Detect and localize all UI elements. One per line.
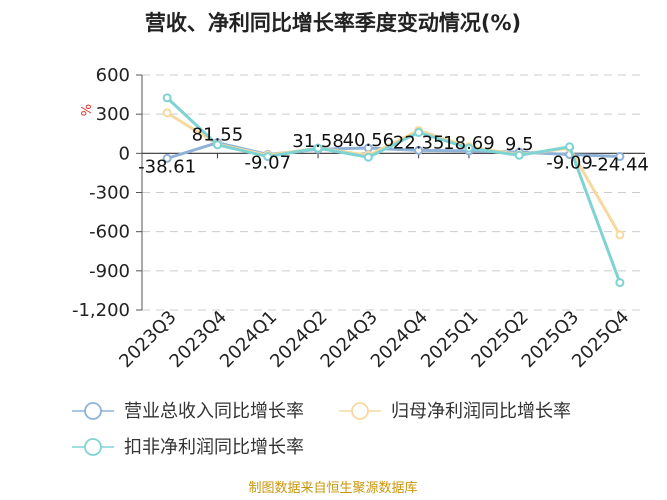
unit-label: % [80, 104, 95, 116]
y-tick-label: 300 [96, 104, 130, 125]
data-label: -9.09 [546, 153, 593, 174]
data-point [464, 143, 474, 153]
data-point [363, 152, 373, 162]
axis-layer: 6003000-300-600-900-1,2002023Q32023Q4202… [72, 65, 645, 372]
data-point [263, 152, 273, 162]
data-label: -24.44 [591, 155, 649, 176]
data-point [615, 152, 625, 162]
data-point [162, 93, 172, 103]
data-point [514, 150, 524, 160]
data-label: 31.58 [292, 131, 344, 152]
y-tick-label: -600 [89, 222, 130, 243]
data-point [615, 278, 625, 288]
data-point [414, 145, 424, 155]
legend-item-1: 营业总收入同比增长率 [72, 401, 304, 422]
data-point [162, 153, 172, 163]
data-label: -9.07 [244, 153, 291, 174]
y-tick-label: -900 [89, 261, 130, 282]
legend-label: 扣非净利润同比增长率 [124, 437, 304, 458]
series-layer [162, 93, 625, 288]
legend-item-2: 归母净利润同比增长率 [339, 401, 571, 422]
data-label: 22.35 [393, 132, 445, 153]
legend-label: 营业总收入同比增长率 [124, 401, 304, 422]
legend-item-3: 扣非净利润同比增长率 [72, 437, 304, 458]
series-3 [162, 93, 625, 288]
grid-layer [142, 74, 645, 311]
legend-marker [84, 402, 102, 420]
series-line [166, 96, 622, 284]
data-point [565, 142, 575, 152]
y-tick-label: 0 [119, 143, 130, 164]
data-point [162, 108, 172, 118]
legend-label: 归母净利润同比增长率 [391, 401, 571, 422]
y-tick-label: -1,200 [72, 300, 130, 321]
source-note: 制图数据来自恒生聚源数据库 [248, 480, 417, 496]
data-label: 81.55 [192, 125, 244, 146]
data-point [615, 230, 625, 240]
data-label: 40.56 [343, 130, 395, 151]
y-tick-label: -300 [89, 183, 130, 204]
data-label: -38.61 [138, 156, 196, 177]
legend-marker [84, 438, 102, 456]
data-label: 18.69 [443, 133, 495, 154]
legend-marker [351, 402, 369, 420]
data-point [313, 143, 323, 153]
data-label: 9.5 [505, 134, 534, 155]
data-point [212, 140, 222, 150]
y-tick-label: 600 [96, 65, 130, 86]
data-point [414, 127, 424, 137]
chart-title: 营收、净利同比增长率季度变动情况(%) [145, 11, 521, 35]
